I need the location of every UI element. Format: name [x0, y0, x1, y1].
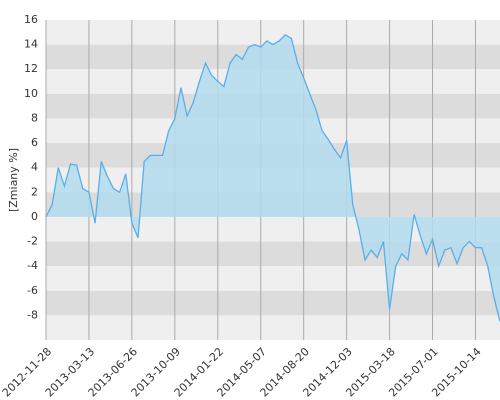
band	[46, 266, 500, 291]
y-tick-label: 10	[24, 87, 38, 100]
y-tick-label: 16	[24, 13, 38, 26]
y-tick-label: 0	[31, 210, 38, 223]
band	[46, 290, 500, 316]
line	[45, 33, 500, 322]
y-tick-label: 12	[24, 62, 38, 75]
y-tick-label: 4	[31, 161, 38, 174]
y-tick-label: -6	[27, 284, 38, 297]
area	[46, 34, 500, 322]
y-axis-label: [Zmiany %]	[7, 148, 20, 212]
y-tick-label: 14	[24, 38, 38, 51]
y-tick-label: 6	[31, 136, 38, 149]
band	[46, 241, 500, 267]
y-tick-label: -8	[27, 308, 38, 321]
band	[46, 315, 500, 340]
y-tick-label: 2	[31, 185, 38, 198]
band	[46, 20, 500, 45]
y-tick-label: -4	[27, 259, 38, 272]
y-tick-label: -2	[27, 235, 38, 248]
y-tick-label: 8	[31, 111, 38, 124]
